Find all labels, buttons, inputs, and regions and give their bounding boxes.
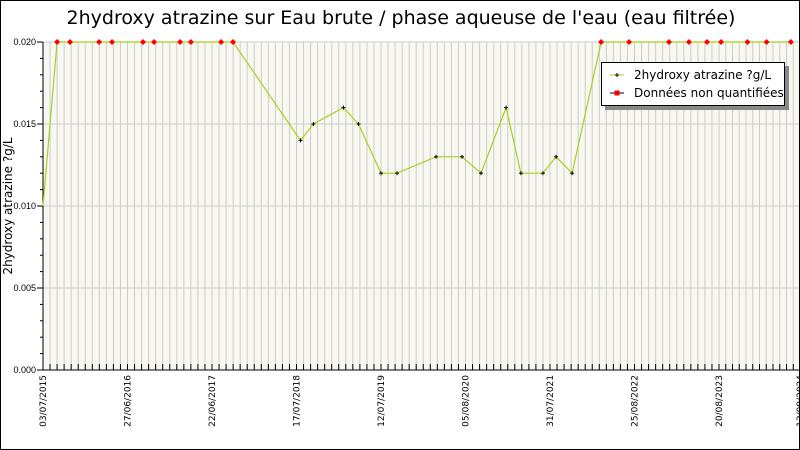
data-point-quantified — [434, 154, 439, 159]
x-tick-label: 12/07/2019 — [377, 375, 387, 427]
data-point-quantified — [311, 122, 316, 126]
legend-label: 2hydroxy atrazine ?g/L — [634, 68, 772, 82]
data-point-quantified — [540, 171, 545, 176]
y-tick-label: 0.000 — [13, 365, 36, 375]
data-point-quantified — [298, 138, 303, 143]
x-tick-label: 27/06/2016 — [124, 375, 134, 427]
data-point-non-quantified — [763, 39, 770, 45]
x-tick-label: 31/07/2021 — [546, 375, 556, 427]
x-tick-label: 25/08/2022 — [631, 375, 641, 427]
legend-label: Données non quantifiées — [634, 86, 784, 100]
data-point-quantified — [379, 171, 383, 176]
data-point-quantified — [518, 171, 523, 176]
x-tick-label: 13/09/2024 — [796, 375, 800, 427]
data-point-non-quantified — [66, 39, 73, 45]
data-point-non-quantified — [218, 39, 225, 45]
legend-item-non-quantified: Données non quantifiées — [610, 84, 784, 102]
x-tick-label: 22/06/2017 — [208, 375, 218, 427]
data-point-quantified — [478, 171, 483, 176]
chart-title: 2hydroxy atrazine sur Eau brute / phase … — [66, 7, 736, 29]
data-point-non-quantified — [598, 39, 605, 45]
data-point-non-quantified — [109, 39, 116, 45]
data-point-non-quantified — [626, 39, 633, 45]
legend-red-diamond-icon — [610, 88, 624, 98]
y-tick-label: 0.015 — [13, 119, 36, 129]
data-point-quantified — [356, 122, 361, 126]
legend-line-cross-icon — [610, 70, 624, 80]
legend: 2hydroxy atrazine ?g/L Données non quant… — [601, 62, 785, 106]
data-point-quantified — [504, 105, 509, 110]
x-tick-label: 20/08/2023 — [715, 375, 725, 427]
data-point-non-quantified — [177, 39, 184, 45]
x-tick-label: 17/07/2018 — [293, 375, 303, 427]
data-point-non-quantified — [96, 39, 103, 45]
data-point-non-quantified — [666, 39, 673, 45]
data-point-non-quantified — [139, 39, 146, 45]
data-point-quantified — [341, 105, 346, 110]
data-point-quantified — [554, 154, 559, 159]
y-tick-label: 0.010 — [13, 201, 36, 211]
data-point-non-quantified — [744, 39, 751, 45]
data-point-non-quantified — [685, 39, 692, 45]
data-point-quantified — [570, 171, 575, 176]
series-line — [42, 41, 791, 207]
x-tick-label: 05/08/2020 — [462, 375, 472, 427]
legend-item-quantified: 2hydroxy atrazine ?g/L — [610, 66, 771, 84]
data-point-non-quantified — [787, 39, 794, 45]
y-tick-label: 0.005 — [13, 283, 36, 293]
x-tick-label: 03/07/2015 — [39, 375, 49, 427]
data-point-quantified — [460, 154, 465, 159]
data-point-non-quantified — [704, 39, 711, 45]
data-point-non-quantified — [187, 39, 194, 45]
data-point-quantified — [395, 171, 400, 176]
y-tick-label: 0.020 — [13, 37, 36, 47]
data-point-non-quantified — [718, 39, 725, 45]
data-point-non-quantified — [151, 39, 158, 45]
data-point-non-quantified — [54, 39, 61, 45]
data-point-non-quantified — [230, 39, 237, 45]
